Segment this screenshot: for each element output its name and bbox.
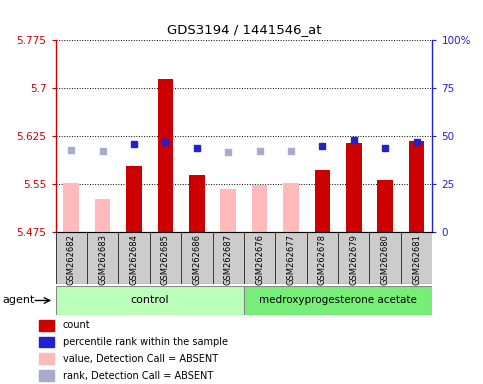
Bar (252, 185, 268, 232)
Text: GSM262686: GSM262686 (192, 234, 201, 285)
Bar (314, 170, 330, 232)
Bar (39, 353, 54, 364)
Text: control: control (130, 295, 169, 306)
Text: GSM262678: GSM262678 (318, 234, 327, 285)
Text: GSM262685: GSM262685 (161, 234, 170, 285)
Text: GSM262679: GSM262679 (349, 234, 358, 285)
Bar (409, 141, 425, 232)
Text: GSM262680: GSM262680 (381, 234, 390, 285)
Bar (126, 166, 142, 232)
Bar (283, 183, 299, 232)
Bar (39, 320, 54, 331)
Text: agent: agent (2, 295, 35, 306)
Text: count: count (63, 320, 90, 330)
Text: rank, Detection Call = ABSENT: rank, Detection Call = ABSENT (63, 371, 213, 381)
Text: percentile rank within the sample: percentile rank within the sample (63, 337, 227, 347)
Bar (220, 189, 236, 232)
Bar (39, 337, 54, 348)
Text: medroxyprogesterone acetate: medroxyprogesterone acetate (259, 295, 417, 306)
Text: GSM262683: GSM262683 (98, 234, 107, 285)
Bar (189, 175, 205, 232)
Bar (244, 286, 432, 315)
Bar (39, 370, 54, 381)
Text: GSM262687: GSM262687 (224, 234, 233, 285)
Bar (377, 180, 393, 232)
Title: GDS3194 / 1441546_at: GDS3194 / 1441546_at (167, 23, 321, 36)
Bar (95, 199, 111, 232)
Bar (56, 286, 244, 315)
Text: GSM262682: GSM262682 (67, 234, 76, 285)
Text: GSM262684: GSM262684 (129, 234, 139, 285)
Text: GSM262681: GSM262681 (412, 234, 421, 285)
Bar (63, 183, 79, 232)
Bar (157, 79, 173, 232)
Text: GSM262677: GSM262677 (286, 234, 296, 285)
Bar (346, 143, 362, 232)
Text: value, Detection Call = ABSENT: value, Detection Call = ABSENT (63, 354, 218, 364)
Text: GSM262676: GSM262676 (255, 234, 264, 285)
